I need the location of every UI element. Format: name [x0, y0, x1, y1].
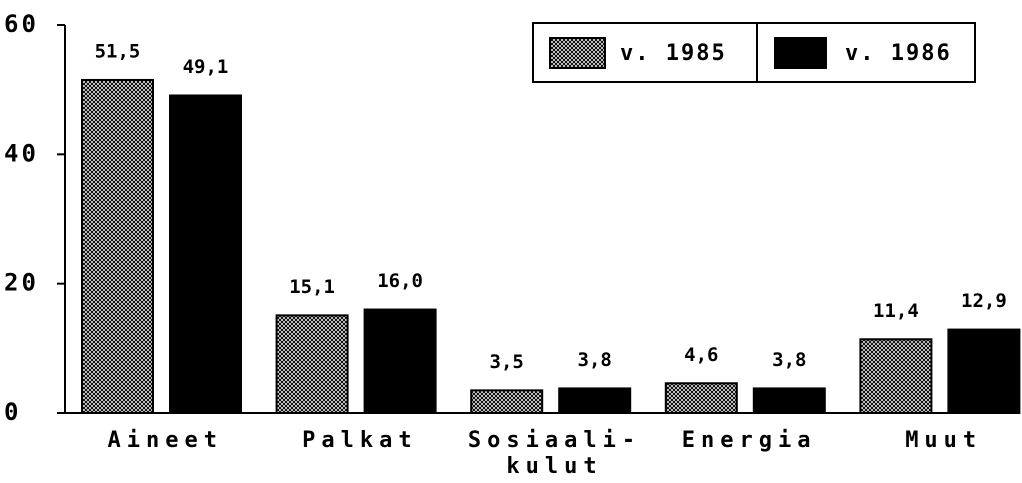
x-tick-label: Palkat	[302, 428, 418, 453]
bar	[752, 387, 826, 414]
value-label: 11,4	[873, 300, 919, 322]
value-label: 3,5	[490, 351, 524, 373]
bar	[558, 387, 632, 414]
x-tick-label: Aineet	[107, 428, 224, 453]
value-label: 49,1	[183, 56, 229, 78]
bar	[275, 314, 349, 414]
value-label: 3,8	[772, 349, 806, 371]
y-tick-label: 60	[4, 10, 39, 38]
bar	[81, 78, 154, 414]
value-label: 15,1	[289, 276, 335, 298]
value-label: 3,8	[578, 349, 612, 371]
x-tick-label: Muut	[905, 428, 983, 453]
value-label: 51,5	[95, 40, 141, 62]
x-tick-label: Sosiaali- kulut	[467, 428, 642, 479]
bar	[363, 308, 437, 414]
y-tick-label: 20	[4, 269, 39, 297]
bar	[169, 94, 242, 414]
value-label: 4,6	[684, 344, 718, 366]
bar	[859, 338, 933, 414]
legend-box	[532, 22, 976, 83]
y-tick-label: 0	[4, 398, 21, 426]
bar	[470, 389, 544, 415]
bar	[947, 328, 1021, 414]
bar	[664, 382, 738, 414]
value-label: 12,9	[961, 290, 1007, 312]
legend-label: v. 1985	[620, 41, 727, 66]
value-label: 16,0	[377, 270, 423, 292]
legend-swatch	[774, 37, 827, 69]
legend-label: v. 1986	[845, 41, 952, 66]
legend-swatch	[549, 37, 606, 69]
x-tick-label: Energia	[681, 428, 817, 453]
y-tick-label: 40	[4, 139, 39, 167]
